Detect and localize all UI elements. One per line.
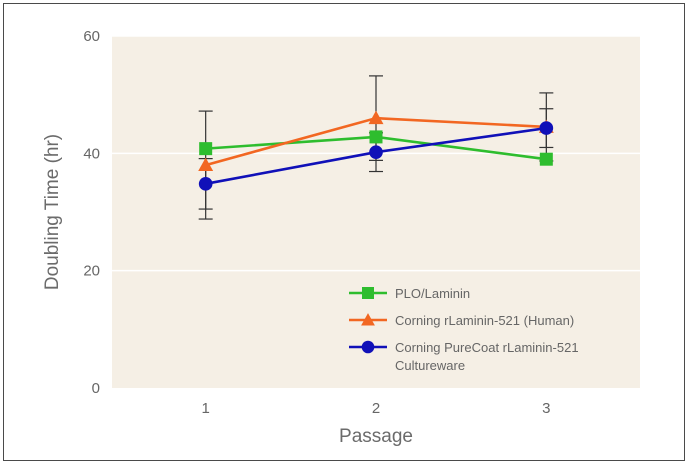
- circle-marker: [198, 177, 213, 191]
- x-tick-label: 2: [372, 400, 380, 417]
- legend-label: Corning rLaminin-521 (Human): [395, 313, 574, 328]
- square-marker: [362, 287, 374, 299]
- legend-label: Corning PureCoat rLaminin-521: [395, 340, 579, 355]
- x-tick-label: 1: [202, 400, 210, 417]
- y-tick-label: 20: [83, 263, 100, 280]
- legend-item: Corning PureCoat rLaminin-521 Cultureware: [349, 340, 579, 373]
- x-axis-ticks: 1 2 3: [202, 400, 551, 417]
- x-axis-title: Passage: [339, 426, 413, 447]
- y-tick-label: 40: [83, 145, 100, 162]
- y-axis-title: Doubling Time (hr): [42, 134, 63, 290]
- square-marker: [539, 152, 553, 166]
- series-markers: [198, 110, 554, 191]
- triangle-marker: [198, 157, 214, 172]
- legend-item: PLO/Laminin: [349, 286, 470, 301]
- triangle-marker: [361, 313, 375, 326]
- circle-marker: [539, 121, 554, 135]
- square-marker: [369, 130, 383, 144]
- circle-marker: [361, 340, 375, 354]
- y-tick-label: 60: [83, 28, 100, 45]
- y-tick-label: 0: [92, 380, 100, 397]
- legend-label: Cultureware: [395, 358, 465, 373]
- y-axis-ticks: 0 20 40 60: [83, 28, 100, 397]
- triangle-marker: [368, 110, 384, 125]
- circle-marker: [369, 145, 383, 159]
- x-tick-label: 3: [542, 400, 550, 417]
- legend-item: Corning rLaminin-521 (Human): [349, 313, 574, 328]
- square-marker: [199, 142, 213, 156]
- legend-label: PLO/Laminin: [395, 286, 470, 301]
- legend: PLO/Laminin Corning rLaminin-521 (Human) C…: [349, 286, 579, 373]
